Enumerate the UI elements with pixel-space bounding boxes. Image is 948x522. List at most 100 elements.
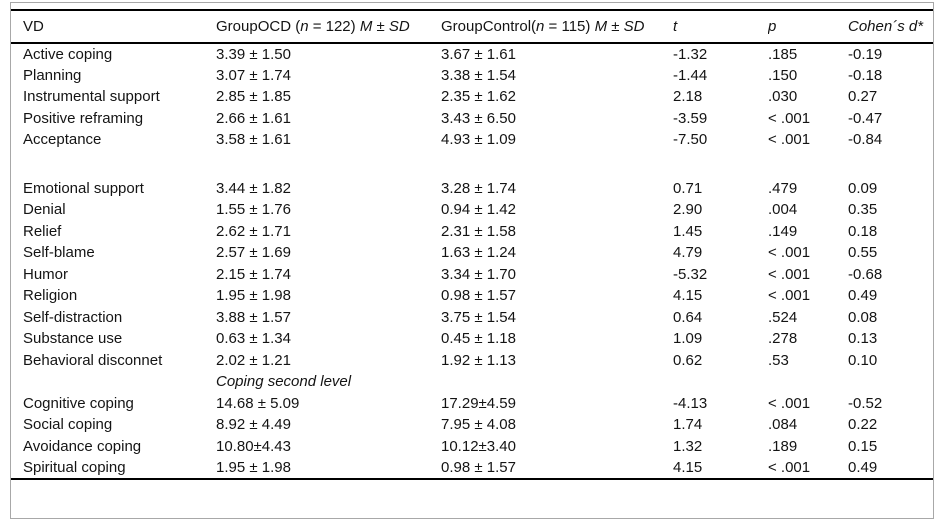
table-cell: -0.68: [848, 265, 883, 283]
table-cell: 2.90: [673, 201, 703, 219]
table-cell: -4.13: [673, 394, 708, 412]
table-cell: 4.15: [673, 287, 703, 305]
table-cell: -1.44: [673, 66, 708, 84]
table-cell: 2.02 ± 1.21: [216, 351, 291, 369]
table-cell: 3.58 ± 1.61: [216, 131, 291, 149]
table-cell: 3.88 ± 1.57: [216, 308, 291, 326]
row-label: Positive reframing: [23, 109, 144, 127]
table-row-data: Spiritual coping 1.95 ± 1.98 0.98 ± 1.57 4.…: [11, 457, 933, 479]
table-cell: 2.66 ± 1.61: [216, 109, 291, 127]
row-label: Active coping: [23, 45, 113, 63]
table-cell: 0.98 ± 1.57: [441, 287, 516, 305]
table-header: VD GroupOCD (n = 122) M ± SD GroupControl(…: [11, 10, 933, 44]
table-row-data: Avoidance coping 10.80±4.43 10.12±3.40 1.32…: [11, 436, 933, 458]
table-row-data: Instrumental support 2.85 ± 1.85 2.35 ± 1.…: [11, 86, 933, 108]
table-cell: 3.67 ± 1.61: [441, 45, 516, 63]
table-cell: 0.22: [848, 416, 878, 434]
subheader-label: Coping second level: [216, 373, 352, 391]
table-body: Active coping 3.39 ± 1.50 3.67 ± 1.61 -1.32…: [11, 43, 933, 479]
table-cell: 3.43 ± 6.50: [441, 109, 516, 127]
table-cell: -0.18: [848, 66, 883, 84]
table-cell: 3.44 ± 1.82: [216, 179, 291, 197]
table-cell: 1.63 ± 1.24: [441, 244, 516, 262]
table-cell: .189: [768, 437, 798, 455]
table-row-data: Denial 1.55 ± 1.76 0.94 ± 1.42 2.90 .004 0.35: [11, 199, 933, 221]
column-header-group-control: GroupControl(n = 115) M ± SD: [441, 10, 673, 44]
table-cell: 3.34 ± 1.70: [441, 265, 516, 283]
table-cell: 2.15 ± 1.74: [216, 265, 291, 283]
table-cell: < .001: [768, 265, 811, 283]
table-cell: 0.13: [848, 330, 878, 348]
table-cell: -1.32: [673, 45, 708, 63]
table-cell: .53: [768, 351, 789, 369]
table-cell: 0.62: [673, 351, 703, 369]
table-row-data: Acceptance 3.58 ± 1.61 4.93 ± 1.09 -7.50 < .…: [11, 129, 933, 151]
table-cell-empty: [11, 371, 216, 393]
table-cell: 3.75 ± 1.54: [441, 308, 516, 326]
table-cell: .479: [768, 179, 798, 197]
table-cell: 2.57 ± 1.69: [216, 244, 291, 262]
row-label: Self-distraction: [23, 308, 123, 326]
table-cell: 0.09: [848, 179, 878, 197]
results-table-frame: VD GroupOCD (n = 122) M ± SD GroupControl(…: [10, 2, 934, 519]
table-cell: 1.55 ± 1.76: [216, 201, 291, 219]
column-header-cohens-d: Cohen´s d*: [848, 10, 933, 44]
spacer-cell: [11, 151, 933, 178]
table-cell: < .001: [768, 244, 811, 262]
column-header-p-value: p: [768, 10, 848, 44]
table-row-data: Social coping 8.92 ± 4.49 7.95 ± 4.08 1.74.…: [11, 414, 933, 436]
table-cell: -0.47: [848, 109, 883, 127]
table-cell: 17.29±4.59: [441, 394, 516, 412]
table-cell: 4.93 ± 1.09: [441, 131, 516, 149]
table-cell: -0.84: [848, 131, 883, 149]
table-row-data: Humor 2.15 ± 1.74 3.34 ± 1.70 -5.32 < .001 -0…: [11, 264, 933, 286]
results-table: VD GroupOCD (n = 122) M ± SD GroupControl(…: [11, 9, 933, 480]
table-row-data: Cognitive coping 14.68 ± 5.09 17.29±4.59 -4…: [11, 393, 933, 415]
table-row-data: Emotional support 3.44 ± 1.82 3.28 ± 1.74 0…: [11, 178, 933, 200]
table-cell: 3.38 ± 1.54: [441, 66, 516, 84]
table-cell: 2.18: [673, 88, 703, 106]
table-cell: 3.07 ± 1.74: [216, 66, 291, 84]
table-row-data: Self-distraction 3.88 ± 1.57 3.75 ± 1.54 0.…: [11, 307, 933, 329]
table-cell: < .001: [768, 131, 811, 149]
header-row: VD GroupOCD (n = 122) M ± SD GroupControl(…: [11, 10, 933, 44]
table-cell: 2.31 ± 1.58: [441, 222, 516, 240]
table-cell: .030: [768, 88, 798, 106]
table-cell: 2.85 ± 1.85: [216, 88, 291, 106]
table-cell: 1.74: [673, 416, 703, 434]
table-row-data: Active coping 3.39 ± 1.50 3.67 ± 1.61 -1.32…: [11, 43, 933, 65]
column-header-t-statistic: t: [673, 10, 768, 44]
table-cell: 0.49: [848, 287, 878, 305]
table-cell: 1.09: [673, 330, 703, 348]
row-label: Religion: [23, 287, 78, 305]
table-cell: 0.98 ± 1.57: [441, 458, 516, 476]
table-cell: 0.49: [848, 458, 878, 476]
table-cell: .524: [768, 308, 798, 326]
table-cell: 3.28 ± 1.74: [441, 179, 516, 197]
table-cell: 0.94 ± 1.42: [441, 201, 516, 219]
table-cell: 0.27: [848, 88, 878, 106]
table-row-data: Positive reframing 2.66 ± 1.61 3.43 ± 6.50…: [11, 108, 933, 130]
table-row-spacer: [11, 151, 933, 178]
table-cell: .150: [768, 66, 798, 84]
table-cell: < .001: [768, 458, 811, 476]
table-row-data: Relief 2.62 ± 1.71 2.31 ± 1.58 1.45 .149 0.18: [11, 221, 933, 243]
table-cell: 0.63 ± 1.34: [216, 330, 291, 348]
table-cell: 0.08: [848, 308, 878, 326]
table-cell: 1.32: [673, 437, 703, 455]
table-cell: 7.95 ± 4.08: [441, 416, 516, 434]
table-cell: < .001: [768, 287, 811, 305]
row-label: Substance use: [23, 330, 123, 348]
table-cell: 2.35 ± 1.62: [441, 88, 516, 106]
row-label: Planning: [23, 66, 82, 84]
table-row-data: Behavioral disconnet 2.02 ± 1.21 1.92 ± 1.…: [11, 350, 933, 372]
table-cell: -7.50: [673, 131, 708, 149]
table-cell: 0.18: [848, 222, 878, 240]
table-cell: 0.64: [673, 308, 703, 326]
row-label: Cognitive coping: [23, 394, 134, 412]
table-row-subheader: Coping second level: [11, 371, 933, 393]
table-row-data: Substance use 0.63 ± 1.34 0.45 ± 1.18 1.09.…: [11, 328, 933, 350]
table-cell: .004: [768, 201, 798, 219]
row-label: Emotional support: [23, 179, 144, 197]
table-cell: 0.10: [848, 351, 878, 369]
